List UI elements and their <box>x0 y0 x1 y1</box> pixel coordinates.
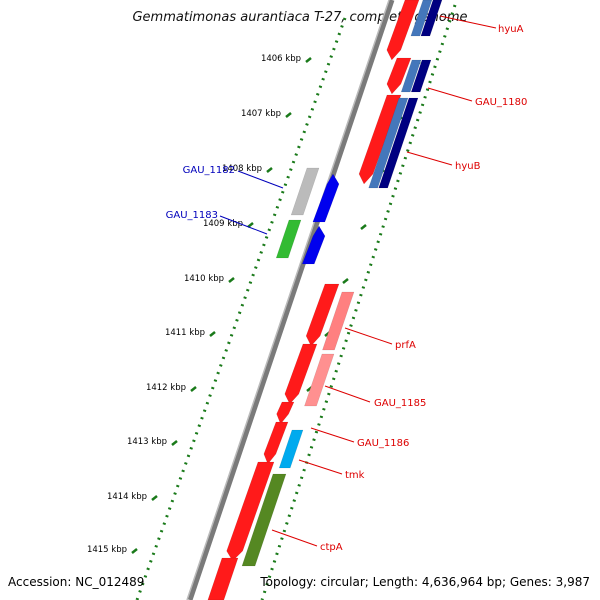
gene-hyuB[interactable] <box>358 94 402 185</box>
tick-label: 1415 kbp <box>87 545 127 555</box>
tick-label: 1408 kbp <box>222 164 262 174</box>
leader-line <box>324 385 371 403</box>
tick-label: 1414 kbp <box>107 492 147 502</box>
gene-label-text[interactable]: ctpA <box>320 542 343 553</box>
leader-line <box>310 427 355 443</box>
gene-prfA[interactable] <box>305 283 340 347</box>
gene-GAU_1182[interactable] <box>312 173 340 223</box>
tick-label: 1409 kbp <box>203 219 243 229</box>
tick-4: 1410 kbp <box>184 274 235 284</box>
tick-label: 1407 kbp <box>241 109 281 119</box>
cds-hyuB-b[interactable] <box>378 97 419 189</box>
outer-tick-mark <box>360 224 367 230</box>
cds-hyuA-b[interactable] <box>420 0 443 37</box>
gene-label-text[interactable]: tmk <box>345 470 365 481</box>
gene-label-GAU_1180[interactable]: GAU_1180 <box>427 87 527 108</box>
gene-label-text[interactable]: GAU_1182 <box>183 165 235 176</box>
cds-GAU_1185[interactable] <box>304 353 335 407</box>
tick-2: 1408 kbp <box>222 164 273 174</box>
gene-label-hyuB[interactable]: hyuB <box>406 151 481 172</box>
leader-line <box>298 459 343 475</box>
leader-line <box>406 151 453 166</box>
tick-7: 1413 kbp <box>127 437 178 447</box>
leader-line <box>219 215 268 235</box>
tick-mark <box>209 331 216 337</box>
gene-label-GAU_1185[interactable]: GAU_1185 <box>324 385 426 409</box>
leader-line <box>439 15 497 29</box>
tick-5: 1411 kbp <box>165 328 216 338</box>
gene-label-tmk[interactable]: tmk <box>298 459 365 481</box>
gene-GAU_1186[interactable] <box>276 401 295 425</box>
genome-backbone <box>187 0 395 600</box>
gene-GAU_1183-bar[interactable] <box>275 219 302 259</box>
gene-label-text[interactable]: GAU_1183 <box>166 210 218 221</box>
tick-mark <box>131 548 138 554</box>
tick-6: 1412 kbp <box>146 383 197 393</box>
leader-line <box>427 87 473 102</box>
leader-line <box>344 327 393 345</box>
cds-hyuB-a[interactable] <box>368 97 409 189</box>
tick-mark <box>151 495 158 501</box>
tick-mark <box>171 440 178 446</box>
tick-label: 1410 kbp <box>184 274 224 284</box>
genome-backbone-highlight <box>186 0 390 600</box>
tick-9: 1415 kbp <box>87 545 138 555</box>
gene-label-text[interactable]: GAU_1180 <box>475 97 527 108</box>
tick-mark <box>285 112 292 118</box>
tick-0: 1406 kbp <box>261 54 312 64</box>
tick-mark <box>228 277 235 283</box>
gene-label-prfA[interactable]: prfA <box>344 327 416 351</box>
gene-GAU_1183[interactable] <box>301 225 326 265</box>
gene-GAU_1182-bar[interactable] <box>290 167 320 216</box>
tick-label: 1411 kbp <box>165 328 205 338</box>
tick-label: 1406 kbp <box>261 54 301 64</box>
leader-line <box>237 170 284 189</box>
gene-hyuA[interactable] <box>386 0 420 61</box>
tick-label: 1413 kbp <box>127 437 167 447</box>
gene-label-text[interactable]: hyuA <box>498 24 524 35</box>
tick-3: 1409 kbp <box>203 219 254 229</box>
tick-mark <box>247 222 254 228</box>
tick-8: 1414 kbp <box>107 492 158 502</box>
tick-label: 1412 kbp <box>146 383 186 393</box>
accession-text: Accession: NC_012489 <box>8 575 145 589</box>
tick-mark <box>266 167 273 173</box>
cds-prfA[interactable] <box>322 291 355 351</box>
leader-line <box>271 529 318 547</box>
gene-label-text[interactable]: GAU_1186 <box>357 438 409 449</box>
gene-label-GAU_1186[interactable]: GAU_1186 <box>310 427 409 449</box>
outer-tick-ring <box>260 4 457 600</box>
gene-GAU_1185[interactable] <box>284 343 318 405</box>
cds-ctpA[interactable] <box>241 473 287 567</box>
tick-mark <box>190 386 197 392</box>
gene-label-GAU_1182[interactable]: GAU_1182 <box>183 165 284 189</box>
gene-GAU_1186-b[interactable] <box>263 421 289 465</box>
gene-ctpA[interactable] <box>207 557 239 600</box>
gene-GAU_1180[interactable] <box>386 57 412 95</box>
genome-summary-text: Topology: circular; Length: 4,636,964 bp… <box>260 575 590 589</box>
gene-label-ctpA[interactable]: ctpA <box>271 529 343 553</box>
cds-GAU_1186[interactable] <box>278 429 304 469</box>
cds-GAU_1180-b[interactable] <box>410 59 432 93</box>
gene-label-text[interactable]: prfA <box>395 340 416 351</box>
outer-tick-mark <box>342 278 349 284</box>
cds-hyuA-a[interactable] <box>410 0 433 37</box>
gene-label-GAU_1183[interactable]: GAU_1183 <box>166 210 268 235</box>
tick-mark <box>305 57 312 63</box>
cds-GAU_1180-a[interactable] <box>400 59 422 93</box>
gene-label-text[interactable]: GAU_1185 <box>374 398 426 409</box>
gene-label-text[interactable]: hyuB <box>455 161 481 172</box>
gene-label-hyuA[interactable]: hyuA <box>439 15 524 35</box>
tick-1: 1407 kbp <box>241 109 292 119</box>
gene-tmk[interactable] <box>226 461 275 562</box>
